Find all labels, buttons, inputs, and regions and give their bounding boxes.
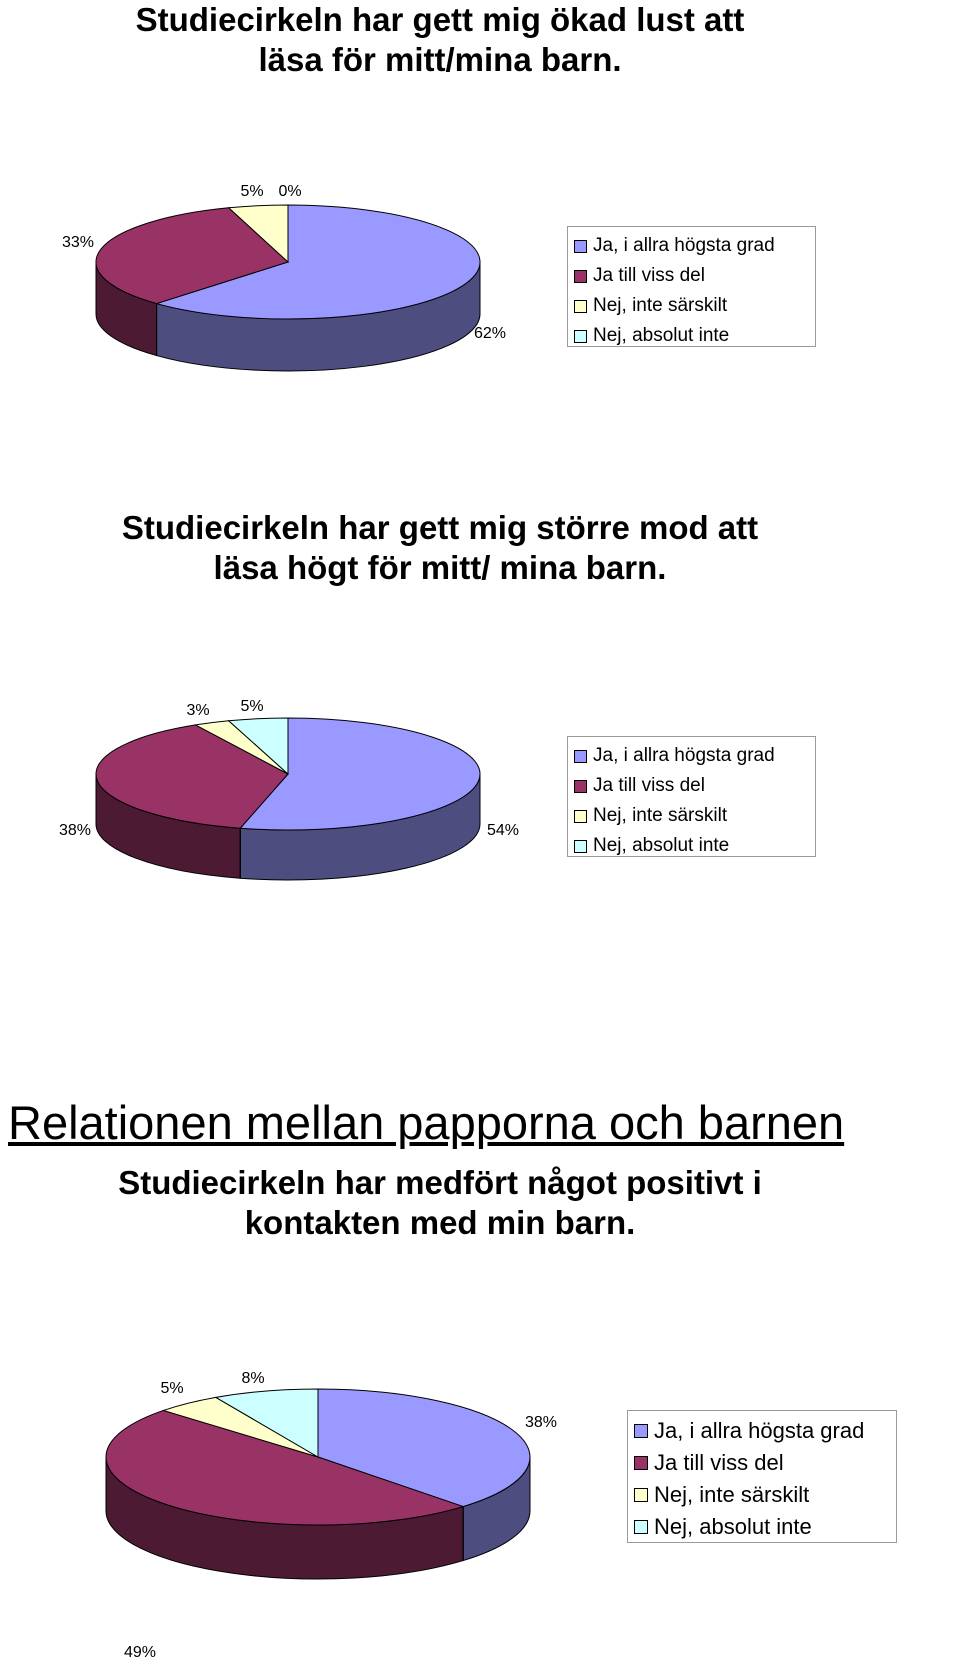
data-label-nej-absolut-inte: 8% bbox=[241, 1370, 264, 1387]
chart-2-title-line-1: Studiecirkeln har gett mig större mod at… bbox=[121, 509, 759, 546]
legend-swatch bbox=[634, 1424, 648, 1438]
legend-item-nej-inte-sarskilt: Nej, inte särskilt bbox=[634, 1479, 890, 1511]
chart-2-title: Studiecirkeln har gett mig större mod at… bbox=[0, 508, 880, 588]
chart-2-title-line-2: läsa högt för mitt/ mina barn. bbox=[213, 549, 667, 586]
pie-slice-ja-i-allra-hogsta-grad bbox=[317, 1388, 531, 1508]
pie-slice-ja-till-viss-del bbox=[95, 724, 289, 829]
chart-3-pie: 38% 49% 5% 8% bbox=[105, 1370, 557, 1661]
chart-3-title: Studiecirkeln har medfört något positivt… bbox=[0, 1163, 880, 1243]
legend-label: Ja, i allra högsta grad bbox=[593, 745, 775, 766]
chart-1-legend: Ja, i allra högsta grad Ja till viss del N… bbox=[567, 226, 816, 347]
chart-2-pie: 54% 38% 3% 5% bbox=[59, 698, 519, 881]
legend-swatch bbox=[574, 779, 587, 793]
chart-3-title-line-2: kontakten med min barn. bbox=[244, 1204, 636, 1241]
legend-swatch bbox=[574, 329, 587, 343]
chart-1-title-line-2: läsa för mitt/mina barn. bbox=[258, 41, 622, 78]
legend-item-nej-inte-sarskilt: Nej, inte särskilt bbox=[574, 291, 809, 321]
legend-item-nej-inte-sarskilt: Nej, inte särskilt bbox=[574, 801, 809, 831]
data-label-ja-till-viss-del: 49% bbox=[124, 1644, 156, 1661]
legend-label: Ja, i allra högsta grad bbox=[593, 235, 775, 256]
data-label-ja-i-allra-hogsta-grad: 38% bbox=[525, 1414, 557, 1431]
legend-swatch bbox=[574, 239, 587, 253]
pie-slice-ja-i-allra-hogsta-grad bbox=[154, 204, 481, 320]
chart-1-pie: 62% 33% 5% 0% bbox=[62, 183, 506, 372]
legend-label: Ja till viss del bbox=[654, 1450, 784, 1475]
chart-1-title-line-1: Studiecirkeln har gett mig ökad lust att bbox=[135, 1, 745, 38]
data-label-nej-inte-sarskilt: 3% bbox=[186, 702, 209, 719]
legend-item-nej-absolut-inte: Nej, absolut inte bbox=[634, 1511, 890, 1543]
chart-2-legend: Ja, i allra högsta grad Ja till viss del N… bbox=[567, 736, 816, 857]
legend-item-ja-till-viss-del: Ja till viss del bbox=[574, 771, 809, 801]
data-label-nej-inte-sarskilt: 5% bbox=[240, 183, 263, 200]
legend-item-ja-i-allra-hogsta-grad: Ja, i allra högsta grad bbox=[574, 231, 809, 261]
legend-swatch bbox=[574, 809, 587, 823]
legend-swatch bbox=[634, 1488, 648, 1502]
legend-swatch bbox=[574, 299, 587, 313]
legend-label: Ja till viss del bbox=[593, 265, 705, 286]
chart-1-title: Studiecirkeln har gett mig ökad lust att… bbox=[0, 0, 880, 80]
legend-swatch bbox=[634, 1520, 648, 1534]
chart-3-title-line-1: Studiecirkeln har medfört något positivt… bbox=[118, 1164, 762, 1201]
section-heading: Relationen mellan papporna och barnen bbox=[8, 1096, 845, 1149]
pie-slice-nej-absolut-inte bbox=[214, 1388, 319, 1458]
legend-item-ja-i-allra-hogsta-grad: Ja, i allra högsta grad bbox=[574, 741, 809, 771]
legend-item-ja-till-viss-del: Ja till viss del bbox=[574, 261, 809, 291]
legend-label: Nej, inte särskilt bbox=[654, 1482, 810, 1507]
data-label-nej-absolut-inte: 5% bbox=[240, 698, 263, 715]
legend-label: Nej, absolut inte bbox=[593, 835, 730, 856]
legend-label: Ja till viss del bbox=[593, 775, 705, 796]
legend-swatch bbox=[574, 749, 587, 763]
legend-item-nej-absolut-inte: Nej, absolut inte bbox=[574, 321, 809, 351]
legend-label: Ja, i allra högsta grad bbox=[654, 1418, 865, 1443]
data-label-nej-absolut-inte: 0% bbox=[278, 183, 301, 200]
legend-item-ja-i-allra-hogsta-grad: Ja, i allra högsta grad bbox=[634, 1415, 890, 1447]
pie-slice-ja-till-viss-del bbox=[95, 207, 289, 305]
pie-slice-ja-i-allra-hogsta-grad bbox=[239, 717, 481, 831]
legend-label: Nej, inte särskilt bbox=[593, 805, 728, 826]
legend-label: Nej, inte särskilt bbox=[593, 295, 728, 316]
data-label-ja-i-allra-hogsta-grad: 54% bbox=[487, 822, 519, 839]
pie-slice-ja-till-viss-del bbox=[105, 1409, 465, 1526]
legend-label: Nej, absolut inte bbox=[654, 1514, 812, 1539]
legend-label: Nej, absolut inte bbox=[593, 325, 730, 346]
data-label-ja-till-viss-del: 33% bbox=[62, 234, 94, 251]
legend-swatch bbox=[574, 269, 587, 283]
pie-slice-nej-absolut-inte bbox=[227, 717, 289, 776]
pie-slice-nej-inte-sarskilt bbox=[227, 204, 289, 264]
legend-swatch bbox=[574, 839, 587, 853]
data-label-ja-till-viss-del: 38% bbox=[59, 822, 91, 839]
legend-swatch bbox=[634, 1456, 648, 1470]
data-label-nej-inte-sarskilt: 5% bbox=[160, 1380, 183, 1397]
legend-item-nej-absolut-inte: Nej, absolut inte bbox=[574, 831, 809, 861]
data-label-ja-i-allra-hogsta-grad: 62% bbox=[474, 325, 506, 342]
chart-3-legend: Ja, i allra högsta grad Ja till viss del N… bbox=[627, 1410, 897, 1543]
legend-item-ja-till-viss-del: Ja till viss del bbox=[634, 1447, 890, 1479]
